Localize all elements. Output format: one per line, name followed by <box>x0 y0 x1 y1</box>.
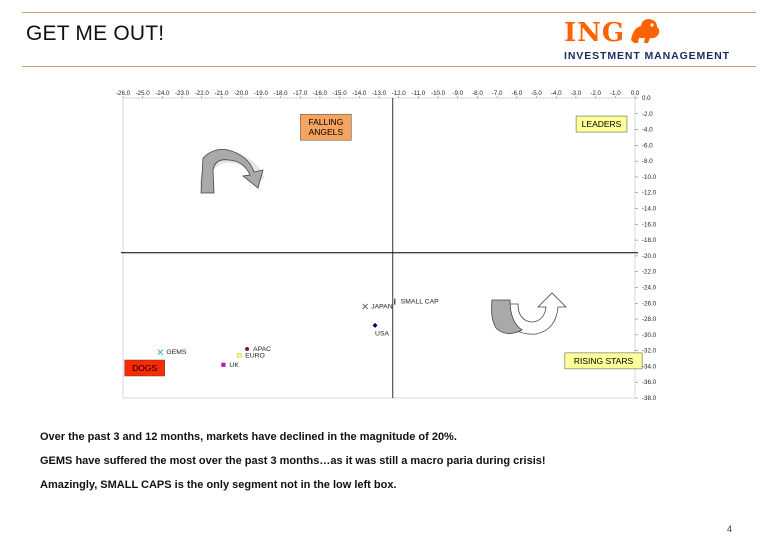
x-tick-label: 0.0 <box>631 90 640 97</box>
point-marker <box>394 298 396 305</box>
y-tick-label: -4.0 <box>642 127 653 134</box>
rotate-arrow-icon <box>200 148 265 194</box>
y-tick-label: -18.0 <box>642 237 657 244</box>
point-label: USA <box>375 330 389 337</box>
logo-name: ING <box>564 18 626 48</box>
x-tick-label: -19.0 <box>254 90 269 97</box>
y-tick-label: -34.0 <box>642 363 657 370</box>
point-marker <box>372 322 378 328</box>
x-tick-label: -5.0 <box>531 90 542 97</box>
point-apac: APAC <box>245 346 271 353</box>
y-tick-label: -12.0 <box>642 190 657 197</box>
quadrant-label-box <box>575 115 628 133</box>
x-tick-label: -21.0 <box>214 90 229 97</box>
y-tick-label: -28.0 <box>642 316 657 323</box>
x-tick-label: -2.0 <box>590 90 601 97</box>
point-marker <box>362 303 369 310</box>
quadrant-label-text: RISING STARS <box>574 356 634 366</box>
quadrant-label: LEADERS <box>575 115 628 133</box>
top-rule <box>22 12 756 13</box>
point-marker <box>237 353 242 358</box>
point-label: GEMS <box>166 349 186 356</box>
y-tick-label: -10.0 <box>642 174 657 181</box>
x-tick-label: -12.0 <box>392 90 407 97</box>
y-tick-label: -14.0 <box>642 206 657 213</box>
note-3: Amazingly, SMALL CAPS is the only segmen… <box>40 479 397 491</box>
title-rule <box>22 66 756 67</box>
x-tick-label: -26.0 <box>116 90 131 97</box>
x-tick-label: -20.0 <box>234 90 249 97</box>
point-marker <box>157 349 164 356</box>
point-small-cap: SMALL CAP <box>394 298 439 306</box>
note-2: GEMS have suffered the most over the pas… <box>40 455 546 467</box>
point-uk: UK <box>221 362 239 369</box>
y-tick-label: -30.0 <box>642 332 657 339</box>
x-tick-label: -1.0 <box>610 90 621 97</box>
x-tick-label: -14.0 <box>352 90 367 97</box>
point-label: UK <box>229 362 239 369</box>
point-label: SMALL CAP <box>401 299 439 306</box>
page-number: 4 <box>727 524 733 534</box>
lion-icon <box>631 19 660 43</box>
point-gems: GEMS <box>157 349 187 356</box>
x-tick-label: -4.0 <box>551 90 562 97</box>
note-1: Over the past 3 and 12 months, markets h… <box>40 431 457 443</box>
point-label: JAPAN <box>371 303 392 310</box>
x-tick-label: -6.0 <box>512 90 523 97</box>
logo-subtitle: INVESTMENT MANAGEMENT <box>564 50 730 62</box>
y-tick-label: -20.0 <box>642 253 657 260</box>
y-tick-label: -22.0 <box>642 269 657 276</box>
x-tick-label: -11.0 <box>412 90 426 97</box>
y-tick-label: -26.0 <box>642 300 657 307</box>
x-tick-label: -23.0 <box>175 90 190 97</box>
point-marker <box>221 362 226 367</box>
ing-logo: ING INVESTMENT MANAGEMENT <box>548 14 760 64</box>
x-tick-label: -25.0 <box>136 90 151 97</box>
y-tick-label: -36.0 <box>642 379 657 386</box>
y-tick-label: -6.0 <box>642 142 653 149</box>
quadrant-label: RISING STARS <box>564 352 643 370</box>
quadrant-label-text: DOGS <box>132 363 157 373</box>
point-japan: JAPAN <box>362 303 393 310</box>
y-tick-label: -2.0 <box>642 111 653 118</box>
plot-area <box>122 97 636 399</box>
x-tick-label: -18.0 <box>273 90 288 97</box>
point-label: APAC <box>253 346 271 353</box>
point-euro: EURO <box>237 352 265 359</box>
page-title: GET ME OUT! <box>26 22 165 45</box>
x-tick-label: -9.0 <box>452 90 463 97</box>
x-tick-label: -17.0 <box>293 90 308 97</box>
y-tick-label: -32.0 <box>642 348 657 355</box>
x-tick-label: -16.0 <box>313 90 328 97</box>
quadrant-label-box <box>564 352 643 370</box>
x-tick-label: -24.0 <box>155 90 170 97</box>
y-tick-label: -38.0 <box>642 395 657 400</box>
x-tick-label: -15.0 <box>333 90 348 97</box>
x-tick-label: -10.0 <box>431 90 446 97</box>
quadrant-label-text: FALLING <box>308 117 343 127</box>
y-tick-label: -16.0 <box>642 221 657 228</box>
quadrant-chart: -26.0 -25.0 -24.0 -23.0 -22.0 -21.0 -20.0 -19.0… <box>116 90 657 400</box>
x-tick-label: -13.0 <box>372 90 387 97</box>
curved-arrow-icon <box>491 292 567 335</box>
quadrant-label: DOGS <box>124 359 165 377</box>
point-marker <box>245 347 250 352</box>
quadrant-label-text: ANGELS <box>309 127 344 137</box>
x-tick-label: -3.0 <box>571 90 582 97</box>
quadrant-label-text: LEADERS <box>582 119 622 129</box>
x-tick-label: -8.0 <box>472 90 483 97</box>
quadrant-label-box <box>124 359 165 377</box>
x-tick-label: -22.0 <box>195 90 210 97</box>
point-usa: USA <box>372 322 390 337</box>
quadrant-label-box <box>300 113 352 141</box>
y-tick-label: -24.0 <box>642 284 657 291</box>
y-tick-label: 0.0 <box>642 95 651 102</box>
point-label: EURO <box>245 352 265 359</box>
y-tick-label: -8.0 <box>642 158 653 165</box>
x-tick-label: -7.0 <box>492 90 503 97</box>
